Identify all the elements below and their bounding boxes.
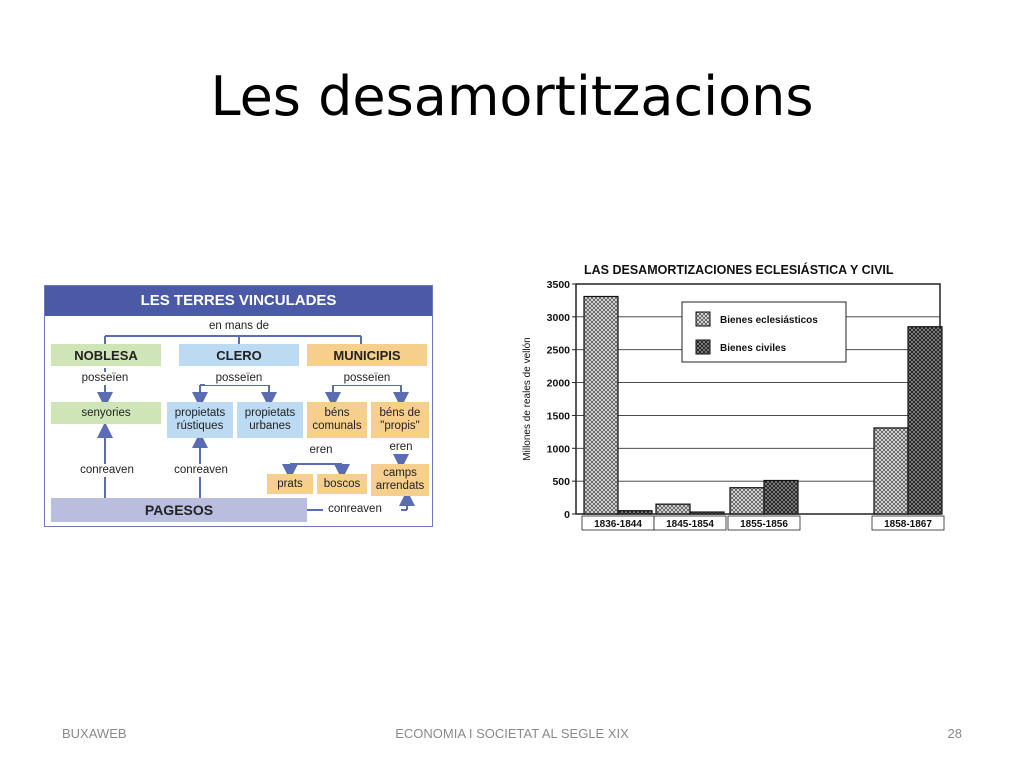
y-tick-label: 500: [552, 476, 570, 488]
bar-eclesiasticos: [873, 427, 909, 515]
box-pagesos: PAGESOS: [51, 498, 307, 522]
box-clero: CLERO: [179, 344, 299, 366]
legend-label: Bienes civiles: [720, 343, 787, 354]
bar-eclesiasticos: [583, 295, 619, 515]
category-box: [871, 515, 945, 531]
bar-civiles: [763, 479, 799, 515]
footer-right: 28: [947, 726, 962, 741]
label-eren-propis: eren: [383, 441, 419, 454]
slide-title: Les desamortitzacions: [210, 65, 814, 128]
category-label: 1858-1867: [884, 519, 932, 530]
footer-left: BUXAWEB: [62, 726, 127, 741]
legend-swatch: [695, 311, 711, 327]
y-tick-label: 0: [564, 509, 570, 521]
legend-swatch: [695, 339, 711, 355]
box-prats: prats: [267, 474, 313, 494]
bar-eclesiasticos: [729, 487, 765, 515]
legend-label: Bienes eclesiásticos: [720, 315, 818, 326]
label-posseien-municipis: posseïen: [333, 372, 401, 385]
terres-vinculades-diagram: LES TERRES VINCULADES en mans de NOBLESA…: [44, 285, 433, 527]
box-boscos: boscos: [317, 474, 367, 494]
y-tick-label: 2500: [547, 345, 571, 357]
label-en-mans-de: en mans de: [208, 320, 270, 332]
desamortizaciones-chart: LAS DESAMORTIZACIONES ECLESIÁSTICA Y CIV…: [516, 258, 946, 540]
box-senyories: senyories: [51, 402, 161, 424]
box-bens-propis: béns de "propis": [371, 402, 429, 438]
bar-civiles: [907, 326, 943, 515]
category-label: 1855-1856: [740, 519, 788, 530]
diagram-header: LES TERRES VINCULADES: [45, 286, 432, 316]
label-conreaven-pagesos: conreaven: [323, 503, 387, 516]
y-tick-label: 1000: [547, 443, 571, 455]
category-label: 1845-1854: [666, 519, 714, 530]
label-posseien-clero: posseïen: [205, 372, 273, 385]
category-box: [653, 515, 727, 531]
label-posseien-noblesa: posseïen: [69, 372, 141, 385]
category-label: 1836-1844: [594, 519, 642, 530]
box-noblesa: NOBLESA: [51, 344, 161, 366]
y-tick-label: 3000: [547, 312, 571, 324]
y-tick-label: 2000: [547, 378, 571, 390]
label-conreaven-noblesa: conreaven: [71, 464, 143, 477]
chart-svg: LAS DESAMORTIZACIONES ECLESIÁSTICA Y CIV…: [522, 262, 945, 531]
chart-title: LAS DESAMORTIZACIONES ECLESIÁSTICA Y CIV…: [584, 262, 894, 277]
bar-civiles: [689, 511, 725, 515]
category-box: [727, 515, 801, 531]
box-municipis: MUNICIPIS: [307, 344, 427, 366]
label-conreaven-clero: conreaven: [165, 464, 237, 477]
y-axis-label: Millones de reales de vellón: [522, 337, 533, 460]
bar-civiles: [617, 510, 653, 515]
label-eren-comunals: eren: [301, 444, 341, 457]
y-tick-label: 3500: [547, 279, 571, 291]
y-tick-label: 1500: [547, 410, 571, 422]
bar-eclesiasticos: [655, 503, 691, 515]
box-propietats-rustiques: propietats rústiques: [167, 402, 233, 438]
box-bens-comunals: béns comunals: [307, 402, 367, 438]
box-camps-arrendats: camps arrendats: [371, 464, 429, 496]
box-propietats-urbanes: propietats urbanes: [237, 402, 303, 438]
footer-center: ECONOMIA I SOCIETAT AL SEGLE XIX: [395, 726, 629, 741]
